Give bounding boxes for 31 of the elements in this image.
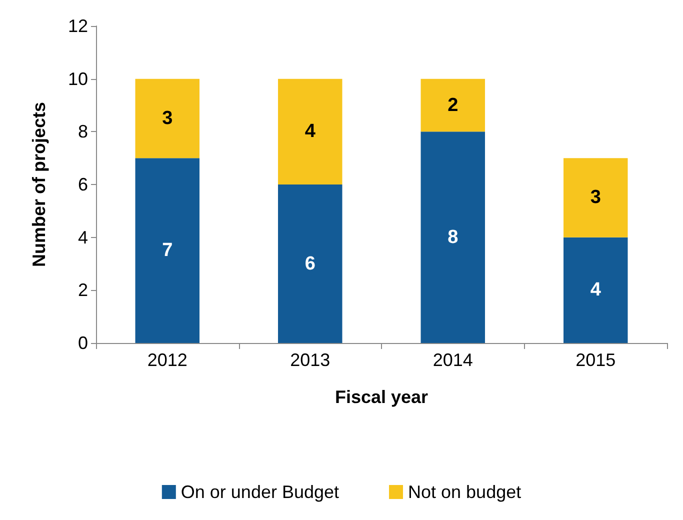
bar xyxy=(564,158,628,238)
data-label: 8 xyxy=(448,226,458,248)
y-tick-label: 12 xyxy=(68,16,88,36)
bar xyxy=(278,184,342,343)
x-tick-label: 2015 xyxy=(576,350,616,370)
data-label: 2 xyxy=(448,94,458,116)
data-label: 6 xyxy=(304,253,316,274)
x-tick-label: 2014 xyxy=(432,350,473,370)
x-tick-label: 2012 xyxy=(147,350,188,370)
y-tick-label: 10 xyxy=(68,68,88,89)
y-tick-label: 0 xyxy=(78,333,88,353)
y-tick-label: 2 xyxy=(78,280,88,300)
bar xyxy=(278,78,342,184)
bar xyxy=(135,158,200,343)
legend-label: Not on budget xyxy=(408,482,522,502)
x-tick-label: 2013 xyxy=(290,350,330,370)
bar xyxy=(420,78,485,132)
data-label: 4 xyxy=(304,121,316,142)
x-axis-title: Fiscal year xyxy=(334,387,428,407)
y-tick-label: 8 xyxy=(78,122,88,142)
y-axis-title: Number of projects xyxy=(29,102,49,268)
data-label: 3 xyxy=(162,108,173,129)
legend-label: On or under Budget xyxy=(180,482,340,502)
data-label: 3 xyxy=(590,187,601,208)
y-tick-label: 6 xyxy=(78,174,88,194)
data-label: 7 xyxy=(162,240,173,262)
data-label: 4 xyxy=(590,280,602,301)
y-tick-label: 4 xyxy=(78,227,88,248)
bar xyxy=(135,78,200,158)
bar xyxy=(420,132,485,343)
bar xyxy=(564,237,628,343)
